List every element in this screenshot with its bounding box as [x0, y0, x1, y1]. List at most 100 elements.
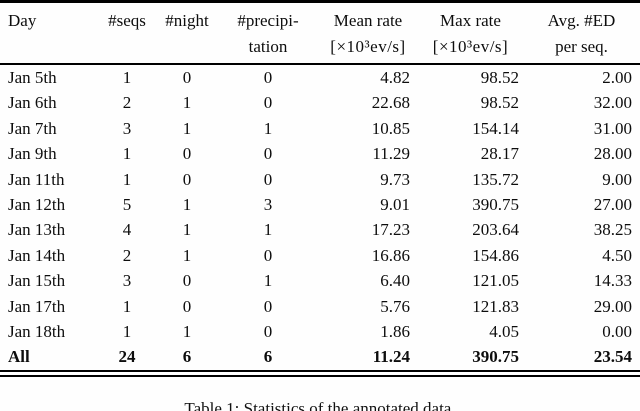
cell-precipitation: 1	[263, 220, 273, 240]
cell-avg-ed: 23.54	[593, 347, 632, 367]
table-row: Jan 12th 5 1 3 9.01 390.75 27.00	[0, 192, 640, 217]
cell-precipitation: 0	[263, 93, 273, 113]
cell-seqs: 3	[122, 118, 132, 138]
cell-mean-rate: 11.24	[372, 347, 410, 367]
table-body: Jan 5th 1 0 0 4.82 98.52 2.00 Jan 6th 2 1 0 22.68 98…	[0, 64, 640, 370]
table-bottom-rule	[0, 369, 640, 377]
cell-seqs: 1	[122, 169, 132, 189]
cell-mean-rate: 5.76	[380, 296, 410, 316]
cell-day: All	[8, 347, 30, 367]
cell-avg-ed: 29.00	[593, 296, 632, 316]
table-row: Jan 7th 3 1 1 10.85 154.14 31.00	[0, 116, 640, 141]
cell-seqs: 1	[122, 296, 132, 316]
cell-precipitation: 1	[263, 271, 273, 291]
table-top-rule	[0, 0, 640, 3]
cell-night: 1	[182, 322, 192, 342]
cell-precipitation: 6	[263, 347, 273, 367]
table-row: Jan 6th 2 1 0 22.68 98.52 32.00	[0, 90, 640, 115]
cell-mean-rate: 9.01	[380, 195, 410, 215]
cell-avg-ed: 4.50	[602, 245, 632, 265]
cell-day: Jan 6th	[8, 93, 57, 113]
table-row: Jan 17th 1 0 0 5.76 121.83 29.00	[0, 294, 640, 319]
col-header-night: #night	[156, 3, 218, 65]
col-header-label2: per seq.	[555, 37, 608, 56]
cell-precipitation: 0	[263, 169, 273, 189]
cell-day: Jan 11th	[8, 169, 65, 189]
table-row: Jan 11th 1 0 0 9.73 135.72 9.00	[0, 167, 640, 192]
cell-precipitation: 0	[263, 144, 273, 164]
cell-max-rate: 390.75	[472, 195, 519, 215]
col-header-day: Day	[0, 3, 98, 65]
cell-day: Jan 14th	[8, 245, 66, 265]
cell-night: 1	[182, 118, 192, 138]
table-row: Jan 5th 1 0 0 4.82 98.52 2.00	[0, 64, 640, 90]
cell-mean-rate: 9.73	[380, 169, 410, 189]
cell-precipitation: 0	[263, 322, 273, 342]
col-header-precipitation: #precipi- tation	[218, 3, 318, 65]
cell-day: Jan 17th	[8, 296, 66, 316]
cell-seqs: 2	[122, 245, 132, 265]
cell-avg-ed: 27.00	[593, 195, 632, 215]
table-row: Jan 9th 1 0 0 11.29 28.17 28.00	[0, 141, 640, 166]
cell-day: Jan 18th	[8, 322, 66, 342]
col-header-mean-rate: Mean rate [×10³ev/s]	[318, 3, 418, 65]
cell-night: 1	[182, 245, 192, 265]
cell-max-rate: 135.72	[472, 169, 519, 189]
col-header-label: Day	[8, 11, 37, 30]
cell-night: 1	[182, 195, 192, 215]
cell-max-rate: 4.05	[489, 322, 519, 342]
cell-avg-ed: 14.33	[593, 271, 632, 291]
cell-night: 0	[182, 144, 192, 164]
col-header-unit: [×10³ev/s]	[432, 37, 509, 56]
col-header-label: #precipi-	[237, 11, 299, 30]
cell-max-rate: 121.83	[472, 296, 519, 316]
col-header-label: #seqs	[108, 11, 146, 30]
table-row: Jan 18th 1 1 0 1.86 4.05 0.00	[0, 319, 640, 344]
header-row: Day #seqs #night #precipi- tation Mean r…	[0, 3, 640, 65]
cell-max-rate: 28.17	[480, 144, 519, 164]
cell-precipitation: 0	[263, 245, 273, 265]
col-header-label: Avg. #ED	[547, 11, 616, 30]
cell-max-rate: 203.64	[472, 220, 519, 240]
cell-day: Jan 7th	[8, 118, 57, 138]
cell-night: 1	[182, 93, 192, 113]
cell-night: 0	[182, 68, 192, 87]
col-header-label: Max rate	[440, 11, 501, 30]
cell-mean-rate: 1.86	[380, 322, 410, 342]
cell-seqs: 24	[118, 347, 136, 367]
cell-night: 0	[182, 271, 192, 291]
statistics-table: Day #seqs #night #precipi- tation Mean r…	[0, 3, 640, 370]
cell-max-rate: 390.75	[472, 347, 519, 367]
cell-max-rate: 98.52	[480, 68, 519, 87]
cell-day: Jan 12th	[8, 195, 66, 215]
cell-mean-rate: 10.85	[371, 118, 410, 138]
cell-avg-ed: 31.00	[593, 118, 632, 138]
cell-mean-rate: 11.29	[372, 144, 410, 164]
cell-avg-ed: 0.00	[602, 322, 632, 342]
cell-seqs: 1	[122, 322, 132, 342]
cell-mean-rate: 22.68	[371, 93, 410, 113]
cell-precipitation: 0	[263, 68, 273, 87]
cell-precipitation: 1	[263, 118, 273, 138]
cell-avg-ed: 28.00	[593, 144, 632, 164]
table-caption: Table 1: Statistics of the annotated dat…	[184, 399, 456, 411]
table-row: Jan 14th 2 1 0 16.86 154.86 4.50	[0, 243, 640, 268]
cell-day: Jan 13th	[8, 220, 66, 240]
cell-day: Jan 15th	[8, 271, 66, 291]
cell-avg-ed: 9.00	[602, 169, 632, 189]
table-header: Day #seqs #night #precipi- tation Mean r…	[0, 3, 640, 65]
col-header-seqs: #seqs	[98, 3, 156, 65]
cell-avg-ed: 2.00	[602, 68, 632, 87]
table-row: Jan 15th 3 0 1 6.40 121.05 14.33	[0, 268, 640, 293]
cell-seqs: 1	[122, 68, 132, 87]
col-header-label: #night	[165, 11, 209, 30]
cell-precipitation: 3	[263, 195, 273, 215]
cell-max-rate: 154.14	[472, 118, 519, 138]
cell-night: 0	[182, 296, 192, 316]
col-header-label2: tation	[248, 37, 288, 56]
col-header-unit: [×10³ev/s]	[330, 37, 406, 56]
cell-mean-rate: 17.23	[371, 220, 410, 240]
cell-mean-rate: 4.82	[380, 68, 410, 87]
cell-max-rate: 154.86	[472, 245, 519, 265]
